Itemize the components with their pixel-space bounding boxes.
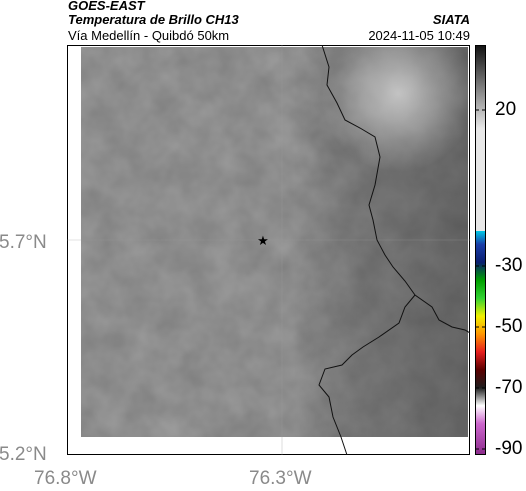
lat-label-south: 5.2°N: [0, 444, 47, 465]
colorbar-label-minus30: -30: [495, 255, 523, 276]
colorbar: [475, 45, 486, 455]
brightness-temperature-field: [81, 47, 468, 437]
product-title: Temperatura de Brillo CH13: [68, 12, 239, 27]
satellite-map[interactable]: ★: [67, 45, 470, 455]
datetime-label: 2024-11-05 10:49: [368, 28, 470, 43]
department-border-lines: [318, 45, 470, 455]
star-icon: ★: [257, 233, 269, 248]
colorbar-label-20: 20: [495, 99, 517, 120]
lon-label-west: 76.8°W: [34, 468, 97, 489]
lat-label-north: 5.7°N: [0, 232, 47, 253]
colorbar-label-minus90: -90: [495, 438, 523, 459]
colorbar-label-minus50: -50: [495, 316, 523, 337]
gridlines: [67, 45, 470, 455]
satellite-name: GOES-EAST: [68, 0, 145, 13]
route-subtitle: Vía Medellín - Quibdó 50km: [68, 28, 230, 43]
lon-label-east: 76.3°W: [249, 468, 312, 489]
colorbar-label-minus70: -70: [495, 377, 523, 398]
source-label: SIATA: [432, 12, 470, 27]
